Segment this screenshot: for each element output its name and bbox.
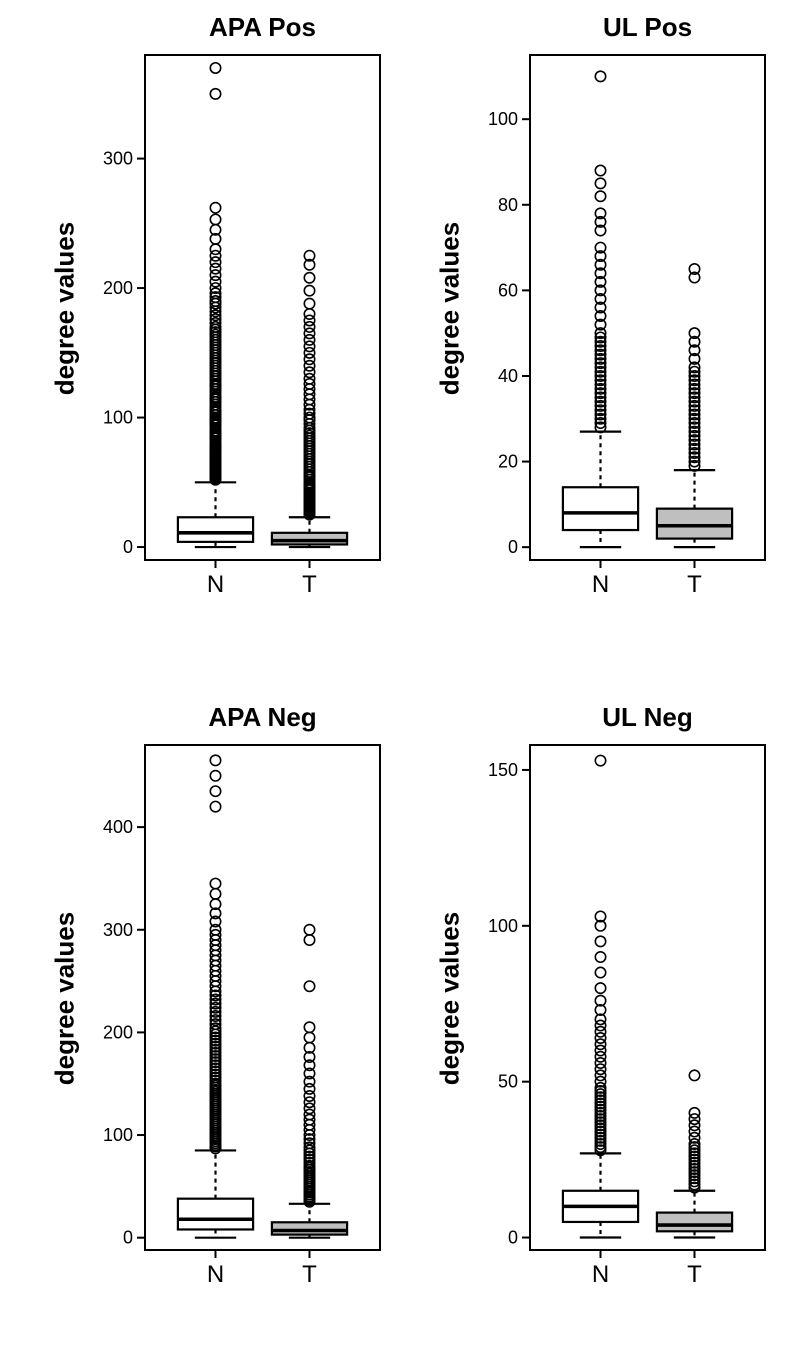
ul-neg-xcat-T: T (687, 1261, 702, 1288)
ul-neg-title: UL Neg (530, 702, 765, 733)
apa-neg-ylabel: degree values (50, 899, 81, 1099)
ul-neg-outlier (595, 983, 605, 993)
apa-neg-ytick-label: 0 (123, 1228, 133, 1248)
ul-pos-ytick-label: 80 (498, 195, 518, 215)
apa-neg-outlier (210, 801, 220, 811)
ul-neg-ytick-label: 50 (498, 1072, 518, 1092)
ul-pos-ytick-label: 0 (508, 537, 518, 557)
apa-pos-ylabel: degree values (50, 209, 81, 409)
apa-pos-outlier (304, 285, 314, 295)
apa-pos-xcat-T: T (302, 571, 317, 598)
apa-pos-ytick-label: 200 (103, 278, 133, 298)
ul-pos-ytick-label: 60 (498, 280, 518, 300)
ul-neg-outlier (595, 936, 605, 946)
apa-neg-ytick-label: 300 (103, 920, 133, 940)
apa-pos-outlier (210, 214, 220, 224)
apa-pos-outlier (304, 273, 314, 283)
apa-neg-outlier (210, 889, 220, 899)
ul-pos-xcat-N: N (592, 571, 609, 598)
apa-pos-plot: 0 100 200 300 N T (90, 50, 385, 610)
apa-neg-outlier (210, 786, 220, 796)
ul-pos-ytick-label: 100 (488, 109, 518, 129)
ul-pos-ylabel: degree values (435, 209, 466, 409)
apa-pos-outlier (210, 63, 220, 73)
ul-neg-ytick-label: 0 (508, 1228, 518, 1248)
apa-neg-xcat-N: N (207, 1261, 224, 1288)
ul-neg-ytick-label: 150 (488, 760, 518, 780)
ul-neg-outlier (595, 952, 605, 962)
apa-pos-box-T (272, 533, 347, 545)
apa-neg-box-N (178, 1199, 253, 1230)
ul-pos-outlier (595, 191, 605, 201)
apa-pos-outlier (210, 244, 220, 254)
apa-neg-ytick-label: 200 (103, 1022, 133, 1042)
ul-neg-outlier (689, 1108, 699, 1118)
ul-pos-plot: 0 20 40 60 80 100 N T (475, 50, 770, 610)
ul-neg-box-T (657, 1213, 732, 1232)
apa-neg-outlier (304, 981, 314, 991)
ul-neg-outlier (689, 1070, 699, 1080)
apa-neg-xcat-T: T (302, 1261, 317, 1288)
ul-pos-box-N (563, 487, 638, 530)
ul-pos-title: UL Pos (530, 12, 765, 43)
apa-pos-ytick-label: 300 (103, 149, 133, 169)
apa-pos-box-N (178, 517, 253, 542)
ul-pos-box-T (657, 509, 732, 539)
ul-pos-outlier (595, 165, 605, 175)
apa-pos-outlier (304, 298, 314, 308)
apa-neg-outlier (304, 925, 314, 935)
apa-neg-outlier (304, 1032, 314, 1042)
apa-neg-outlier (210, 755, 220, 765)
apa-neg-outlier (304, 935, 314, 945)
ul-pos-outlier (595, 71, 605, 81)
apa-pos-xcat-N: N (207, 571, 224, 598)
apa-pos-ytick-label: 100 (103, 408, 133, 428)
apa-pos-title: APA Pos (145, 12, 380, 43)
boxplot-grid-figure: APA Posdegree values0100200300NTUL Posde… (0, 0, 787, 1351)
ul-neg-xcat-N: N (592, 1261, 609, 1288)
apa-neg-outlier (210, 771, 220, 781)
apa-neg-title: APA Neg (145, 702, 380, 733)
apa-pos-outlier (210, 203, 220, 213)
apa-neg-plot: 0 100 200 300 400 N T (90, 740, 385, 1300)
ul-neg-ylabel: degree values (435, 899, 466, 1099)
ul-neg-outlier (595, 755, 605, 765)
apa-pos-outlier (210, 89, 220, 99)
apa-neg-ytick-label: 400 (103, 817, 133, 837)
apa-neg-ytick-label: 100 (103, 1125, 133, 1145)
ul-pos-ytick-label: 40 (498, 366, 518, 386)
ul-pos-xcat-T: T (687, 571, 702, 598)
apa-neg-outlier (304, 1022, 314, 1032)
ul-pos-outlier (595, 178, 605, 188)
ul-neg-outlier (595, 967, 605, 977)
ul-neg-ytick-label: 100 (488, 916, 518, 936)
ul-neg-plot: 0 50 100 150 N T (475, 740, 770, 1300)
ul-pos-ytick-label: 20 (498, 452, 518, 472)
apa-pos-ytick-label: 0 (123, 537, 133, 557)
apa-neg-box-T (272, 1222, 347, 1234)
apa-pos-outlier (304, 309, 314, 319)
apa-neg-outlier (210, 878, 220, 888)
